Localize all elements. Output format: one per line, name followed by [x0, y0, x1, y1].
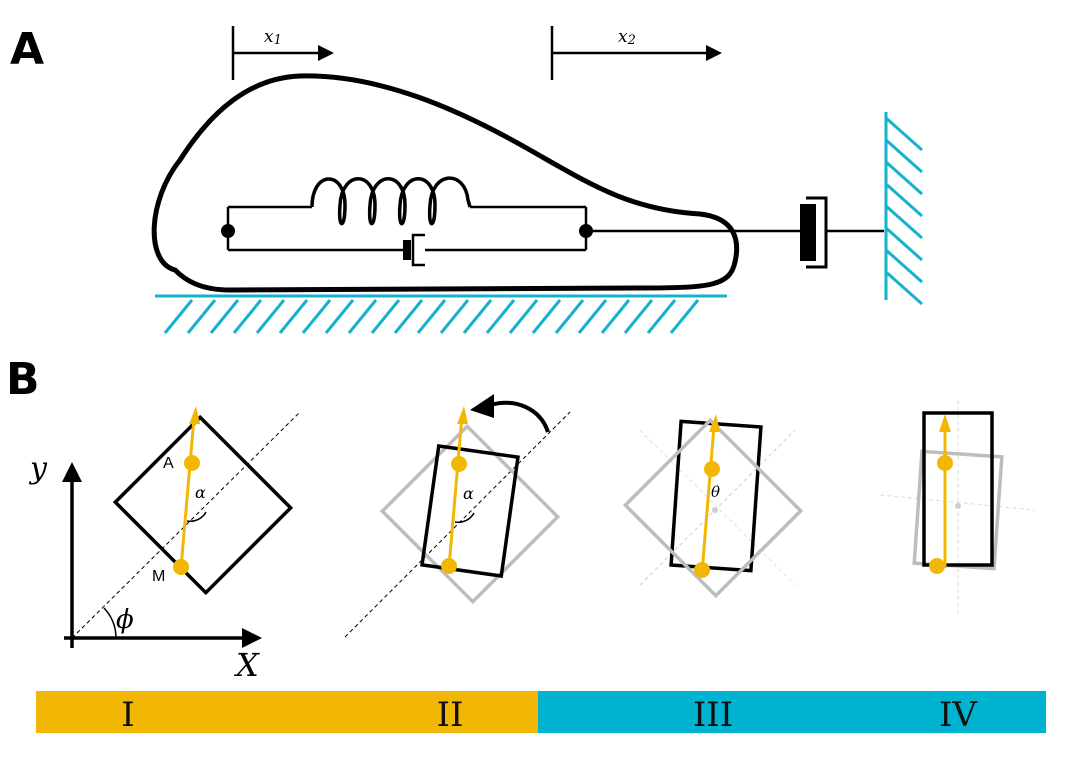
stage-3-ghost-rectangle	[622, 417, 804, 599]
cell-body-outline	[151, 73, 740, 293]
right-wall	[884, 112, 923, 306]
left-node-dot	[221, 224, 235, 238]
ground-substrate	[155, 294, 727, 334]
stage-1-point-m	[173, 559, 189, 575]
internal-dashpot-piston	[403, 240, 411, 260]
internal-spring-dashpot	[226, 176, 800, 267]
stage-4-point-m	[929, 558, 945, 574]
stage-2-alpha-arc	[454, 512, 475, 524]
point-m-label: M	[152, 568, 165, 585]
x-axis-label: X	[233, 646, 260, 684]
spring-coil	[310, 176, 472, 226]
stage-label-1: I	[121, 695, 134, 735]
stage-1-dashed-axis	[71, 411, 301, 639]
stage-3-dashed-axis	[639, 429, 796, 586]
x2-displacement-arrow	[550, 26, 722, 80]
stage-label-4: IV	[939, 695, 978, 735]
stage-4-point-a	[937, 455, 953, 471]
stage-2-point-a	[451, 456, 467, 472]
stage-2-point-m	[441, 558, 457, 574]
stage-3-point-a	[704, 461, 720, 477]
internal-dashpot-cup	[411, 233, 425, 267]
stage-4-cell	[879, 400, 1036, 615]
external-dashpot	[800, 196, 884, 269]
stage-label-2: II	[437, 695, 464, 735]
stage-4-rectangle	[922, 411, 994, 567]
stage-2-alpha-label: α	[463, 484, 474, 503]
stage-3-theta-label: θ	[711, 483, 720, 501]
stage-label-3: III	[693, 695, 733, 735]
y-axis-label: y	[28, 451, 48, 486]
x2-label: x2	[618, 27, 636, 48]
stage-1-polarity-axis	[179, 417, 196, 569]
stage-3-polarity-axis	[700, 425, 716, 574]
stage-1-rectangle	[112, 414, 294, 596]
stage-bar	[36, 691, 1046, 733]
stage-1-alpha-arc	[186, 511, 207, 523]
stage-3-rectangle	[669, 419, 763, 573]
stage-bar-phase-3-4	[538, 691, 1046, 733]
point-a-label: A	[163, 455, 174, 472]
stage-1-alpha-label: α	[195, 483, 206, 502]
phi-angle-arc	[103, 607, 117, 639]
phi-label: ϕ	[116, 605, 134, 635]
stage-1-cell	[71, 406, 301, 639]
stage-2-cell	[344, 394, 571, 638]
stage-3-cell	[622, 414, 804, 599]
stage-2-rotation-arrow	[489, 400, 550, 433]
stage-4-ghost-rectangle	[912, 449, 1004, 571]
stage-2-polarity-axis	[447, 415, 464, 568]
x1-displacement-arrow	[231, 26, 334, 80]
stage-1-point-a	[184, 455, 200, 471]
panel-a-label: A	[10, 24, 44, 75]
coordinate-axes	[62, 462, 262, 648]
stage-2-dashed-axis	[344, 411, 571, 638]
x1-label: x1	[264, 27, 282, 48]
stage-bar-phase-1-2	[36, 691, 538, 733]
panel-b-label: B	[6, 354, 40, 405]
stage-2-ghost-rectangle	[379, 423, 561, 605]
right-node-dot	[579, 224, 593, 238]
stage-2-rectangle	[420, 444, 520, 578]
stage-3-point-m	[694, 562, 710, 578]
